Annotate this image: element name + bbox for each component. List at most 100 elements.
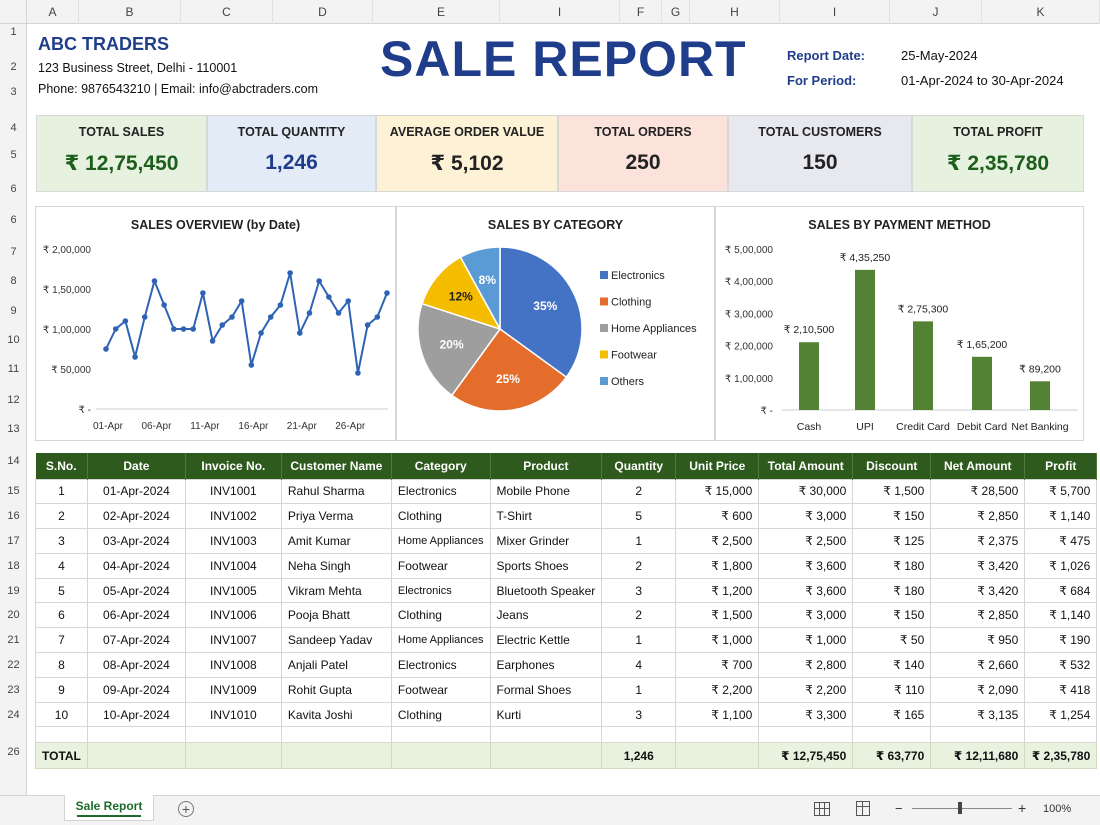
column-header[interactable]: F — [620, 0, 662, 24]
column-header-cell[interactable]: S.No. — [35, 453, 88, 479]
table-cell[interactable]: 10 — [35, 701, 88, 728]
table-cell[interactable]: ₹ 30,000 — [758, 478, 854, 505]
table-cell[interactable]: ₹ 125 — [852, 528, 932, 554]
empty-cell[interactable] — [852, 726, 932, 744]
table-cell[interactable]: 6 — [35, 602, 88, 629]
table-cell[interactable]: ₹ 150 — [852, 602, 932, 629]
table-cell[interactable]: ₹ 3,600 — [758, 577, 854, 604]
column-header[interactable]: J — [890, 0, 982, 24]
zoom-in-button[interactable]: + — [1018, 800, 1027, 816]
table-cell[interactable]: 04-Apr-2024 — [86, 552, 186, 579]
column-header[interactable]: D — [273, 0, 373, 24]
table-cell[interactable]: 01-Apr-2024 — [86, 478, 186, 505]
table-cell[interactable]: Electronics — [390, 577, 491, 604]
empty-cell[interactable] — [280, 726, 392, 744]
sales-overview-panel[interactable]: SALES OVERVIEW (by Date) ₹ 2,00,000 ₹ 1,5… — [35, 206, 396, 441]
row-header[interactable]: 13 — [7, 423, 20, 435]
table-cell[interactable]: ₹ 2,375 — [930, 528, 1026, 554]
table-cell[interactable]: Kavita Joshi — [280, 701, 392, 728]
table-cell[interactable]: 06-Apr-2024 — [86, 602, 186, 629]
zoom-slider-thumb[interactable] — [958, 802, 962, 814]
column-header[interactable]: B — [79, 0, 181, 24]
row-header[interactable]: 22 — [7, 659, 20, 671]
table-cell[interactable]: INV1004 — [184, 552, 282, 579]
row-header[interactable]: 4 — [10, 122, 17, 134]
table-cell[interactable]: INV1009 — [184, 676, 282, 703]
table-cell[interactable]: 10-Apr-2024 — [86, 701, 186, 728]
row-header[interactable]: 18 — [7, 560, 20, 572]
table-cell[interactable]: Footwear — [390, 552, 491, 579]
row-header[interactable]: 26 — [7, 746, 20, 758]
table-cell[interactable]: ₹ 140 — [852, 652, 932, 678]
table-cell[interactable]: 4 — [601, 652, 677, 678]
row-header[interactable]: 12 — [7, 394, 20, 406]
row-header[interactable]: 9 — [10, 305, 17, 317]
table-cell[interactable]: ₹ 110 — [852, 676, 932, 703]
table-cell[interactable]: 2 — [601, 478, 677, 505]
table-cell[interactable]: ₹ 1,026 — [1024, 552, 1098, 579]
table-cell[interactable]: Anjali Patel — [280, 652, 392, 678]
row-header[interactable]: 14 — [7, 455, 20, 467]
table-cell[interactable]: Clothing — [390, 602, 491, 629]
sales-by-payment-panel[interactable]: SALES BY PAYMENT METHOD ₹ 5,00,000 ₹ 4,00… — [715, 206, 1084, 441]
table-cell[interactable]: Vikram Mehta — [280, 577, 392, 604]
table-cell[interactable]: 2 — [601, 602, 677, 629]
table-cell[interactable]: 5 — [601, 503, 677, 530]
table-cell[interactable]: 02-Apr-2024 — [86, 503, 186, 530]
table-cell[interactable]: Mobile Phone — [489, 478, 603, 505]
table-cell[interactable]: Formal Shoes — [489, 676, 603, 703]
table-cell[interactable]: INV1002 — [184, 503, 282, 530]
table-cell[interactable]: INV1008 — [184, 652, 282, 678]
zoom-slider-track[interactable] — [912, 808, 1012, 809]
table-cell[interactable]: ₹ 1,800 — [675, 552, 760, 579]
table-cell[interactable]: Rahul Sharma — [280, 478, 392, 505]
total-empty-cell[interactable] — [280, 742, 392, 770]
column-header-cell[interactable]: Net Amount — [930, 453, 1026, 479]
table-cell[interactable]: Earphones — [489, 652, 603, 678]
table-cell[interactable]: Sandeep Yadav — [280, 627, 392, 654]
table-cell[interactable]: 3 — [601, 701, 677, 728]
empty-cell[interactable] — [184, 726, 282, 744]
row-header[interactable]: 7 — [10, 246, 17, 258]
table-cell[interactable]: ₹ 2,660 — [930, 652, 1026, 678]
table-cell[interactable]: ₹ 180 — [852, 577, 932, 604]
row-header[interactable]: 11 — [7, 363, 20, 375]
table-cell[interactable]: 08-Apr-2024 — [86, 652, 186, 678]
table-cell[interactable]: INV1005 — [184, 577, 282, 604]
column-header[interactable]: I — [500, 0, 620, 24]
table-cell[interactable]: Electronics — [390, 478, 491, 505]
row-header[interactable]: 23 — [7, 684, 20, 696]
table-cell[interactable]: ₹ 1,500 — [852, 478, 932, 505]
sales-by-category-panel[interactable]: SALES BY CATEGORY 35% 25% 20% 12% 8% Electron… — [396, 206, 715, 441]
column-header-cell[interactable]: Date — [87, 453, 186, 479]
empty-cell[interactable] — [86, 726, 186, 744]
column-header[interactable]: H — [690, 0, 780, 24]
select-all-corner[interactable] — [0, 0, 27, 24]
row-header[interactable]: 24 — [7, 709, 20, 721]
column-header[interactable]: I — [780, 0, 890, 24]
row-header[interactable]: 3 — [10, 86, 17, 98]
total-discount[interactable]: ₹ 63,770 — [852, 742, 932, 770]
total-total-amount[interactable]: ₹ 12,75,450 — [758, 742, 854, 770]
zoom-out-button[interactable]: − — [895, 801, 903, 816]
empty-cell[interactable] — [489, 726, 603, 744]
column-header-cell[interactable]: Product — [490, 453, 603, 479]
table-cell[interactable]: 7 — [35, 627, 88, 654]
table-cell[interactable]: 1 — [601, 528, 677, 554]
row-header[interactable]: 20 — [7, 609, 20, 621]
table-cell[interactable]: Kurti — [489, 701, 603, 728]
table-cell[interactable]: ₹ 1,140 — [1024, 503, 1098, 530]
column-header-cell[interactable]: Discount — [852, 453, 932, 479]
table-cell[interactable]: ₹ 3,420 — [930, 552, 1026, 579]
table-cell[interactable]: ₹ 2,090 — [930, 676, 1026, 703]
empty-cell[interactable] — [1024, 726, 1098, 744]
empty-cell[interactable] — [675, 726, 760, 744]
column-header[interactable]: E — [383, 0, 500, 24]
empty-cell[interactable] — [930, 726, 1026, 744]
table-cell[interactable]: 2 — [35, 503, 88, 530]
table-cell[interactable]: 4 — [35, 552, 88, 579]
table-cell[interactable]: INV1007 — [184, 627, 282, 654]
column-header[interactable]: C — [181, 0, 273, 24]
table-cell[interactable]: T-Shirt — [489, 503, 603, 530]
page-layout-icon[interactable] — [856, 801, 870, 816]
